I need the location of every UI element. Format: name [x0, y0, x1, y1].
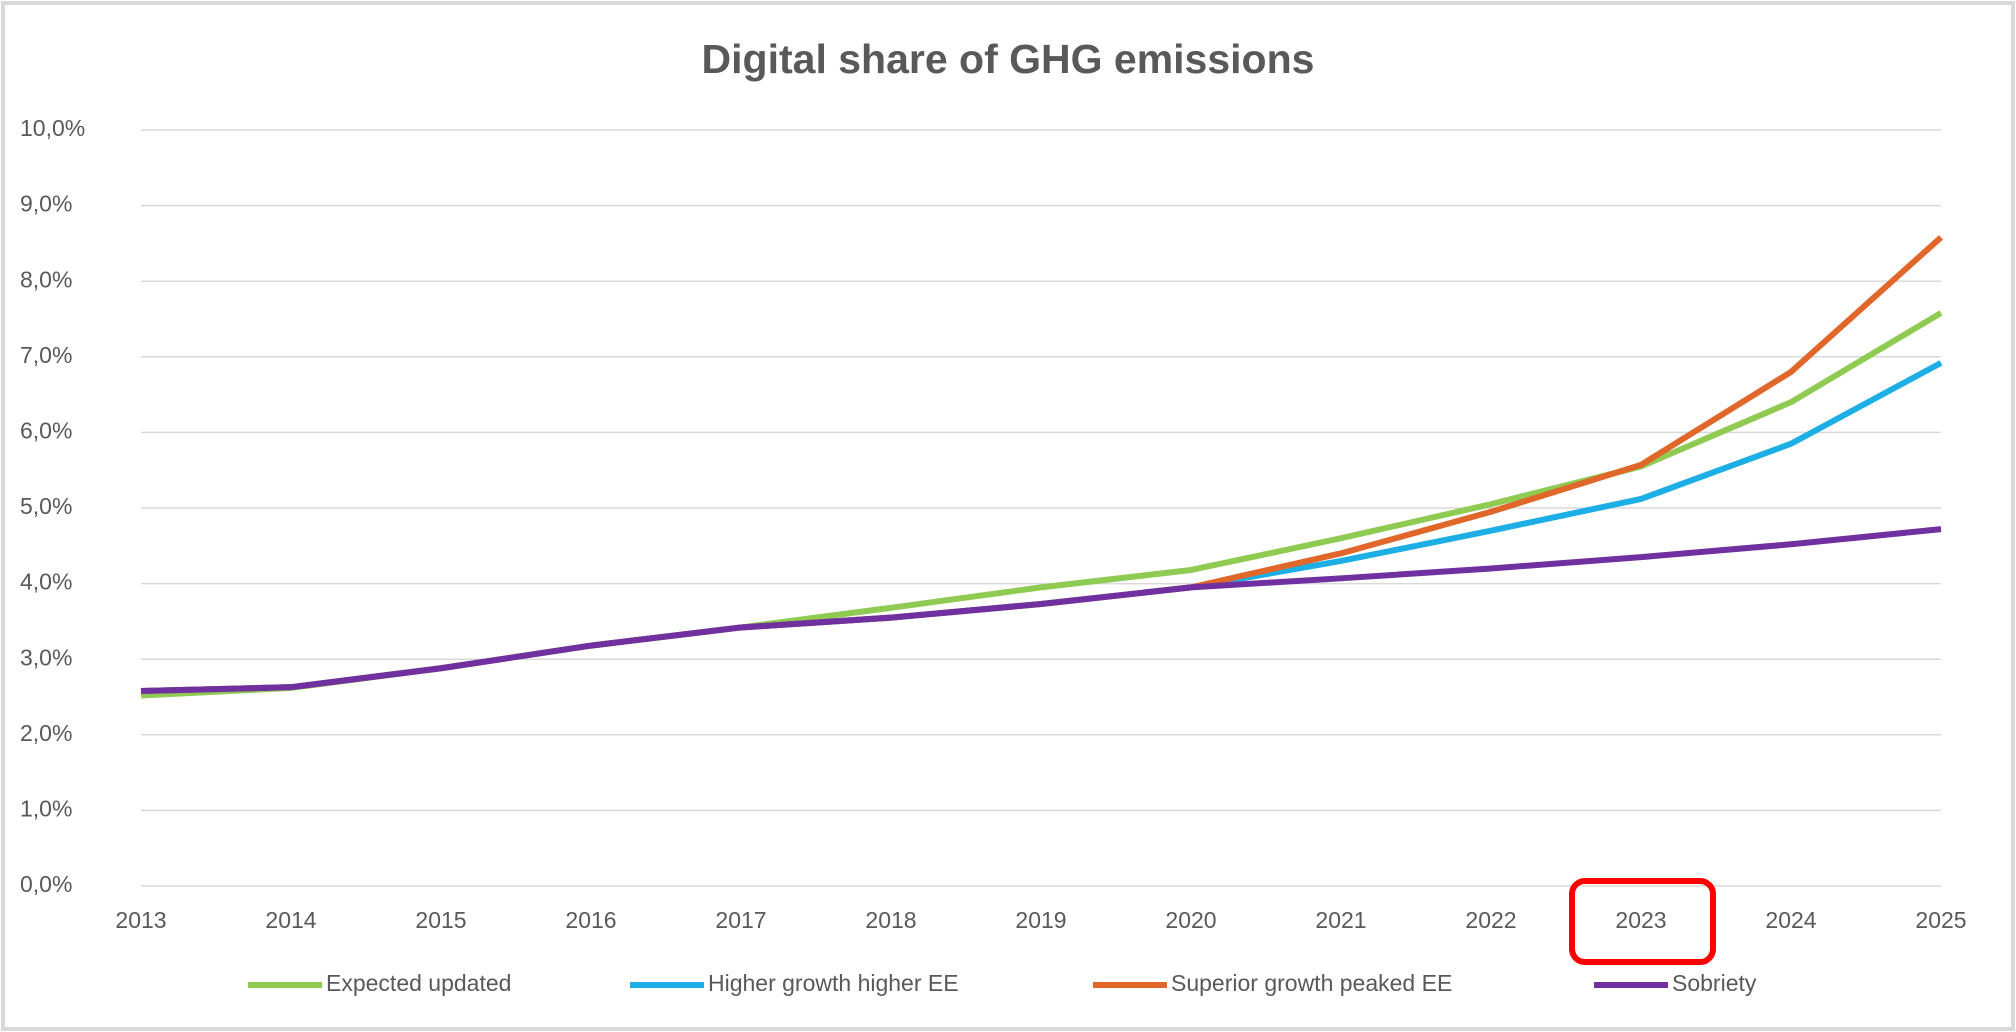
- x-tick-label: 2018: [865, 907, 916, 933]
- x-tick-label: 2016: [565, 907, 616, 933]
- x-tick-label: 2023: [1615, 907, 1666, 933]
- y-tick-label: 9,0%: [20, 191, 72, 217]
- y-tick-label: 1,0%: [20, 795, 72, 821]
- x-tick-label: 2014: [265, 907, 316, 933]
- x-tick-label: 2025: [1915, 907, 1966, 933]
- legend-label: Superior growth peaked EE: [1171, 970, 1452, 996]
- y-tick-label: 3,0%: [20, 644, 72, 670]
- y-tick-label: 8,0%: [20, 266, 72, 292]
- x-tick-label: 2020: [1165, 907, 1216, 933]
- x-tick-label: 2013: [115, 907, 166, 933]
- series-line: [140, 526, 1942, 694]
- x-tick-label: 2015: [415, 907, 466, 933]
- legend-label: Expected updated: [326, 970, 511, 996]
- lines: [140, 235, 1944, 699]
- y-tick-label: 10,0%: [20, 115, 85, 141]
- labels: 0,0% 1,0% 2,0% 3,0% 4,0% 5,0% 6,0% 7,0% 8,0% 9,0%…: [20, 115, 1967, 933]
- x-tick-label: 2024: [1765, 907, 1816, 933]
- y-tick-label: 6,0%: [20, 417, 72, 443]
- chart-title: Digital share of GHG emissions: [702, 36, 1315, 82]
- x-tick-label: 2019: [1015, 907, 1066, 933]
- y-tick-label: 4,0%: [20, 569, 72, 595]
- highlight-box: [1569, 878, 1716, 965]
- legend: Expected updated Higher growth higher EE S…: [248, 970, 1757, 996]
- grid: [141, 129, 1941, 887]
- y-tick-label: 5,0%: [20, 493, 72, 519]
- x-tick-label: 2021: [1315, 907, 1366, 933]
- x-tick-label: 2022: [1465, 907, 1516, 933]
- y-tick-label: 2,0%: [20, 720, 72, 746]
- y-tick-label: 7,0%: [20, 342, 72, 368]
- y-tick-label: 0,0%: [20, 871, 72, 897]
- legend-label: Sobriety: [1672, 970, 1757, 996]
- legend-label: Higher growth higher EE: [708, 970, 959, 996]
- x-tick-label: 2017: [715, 907, 766, 933]
